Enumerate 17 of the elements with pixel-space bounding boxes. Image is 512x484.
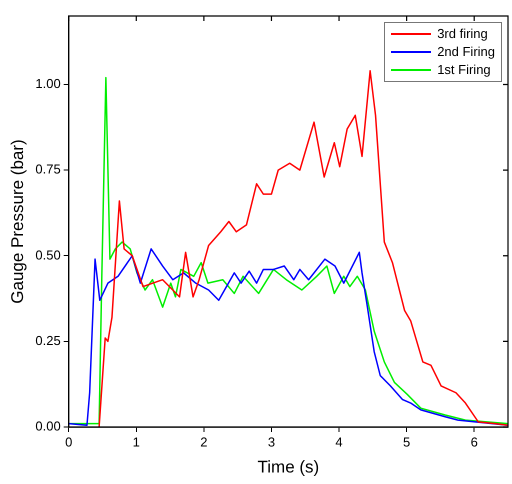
- x-tick-label: 1: [132, 434, 140, 450]
- y-tick-label: 0.75: [35, 162, 61, 177]
- y-tick-label: 0.50: [35, 247, 61, 262]
- x-axis-title: Time (s): [258, 457, 320, 476]
- y-tick-label: 0.00: [35, 418, 61, 434]
- x-tick-label: 0: [65, 434, 72, 450]
- y-tick-label: 0.25: [35, 332, 61, 348]
- x-tick-label: 6: [470, 434, 478, 450]
- legend-label: 3rd firing: [437, 25, 488, 43]
- x-tick-label: 5: [403, 434, 410, 450]
- legend-label: 1st Firing: [437, 61, 491, 79]
- y-axis-title: Gauge Pressure (bar): [8, 139, 27, 304]
- legend-label: 2nd Firing: [437, 43, 495, 61]
- x-tick-label: 2: [200, 434, 208, 450]
- x-tick-label: 4: [335, 434, 343, 450]
- x-tick-label: 3: [268, 434, 276, 450]
- y-tick-label: 1.00: [35, 76, 61, 92]
